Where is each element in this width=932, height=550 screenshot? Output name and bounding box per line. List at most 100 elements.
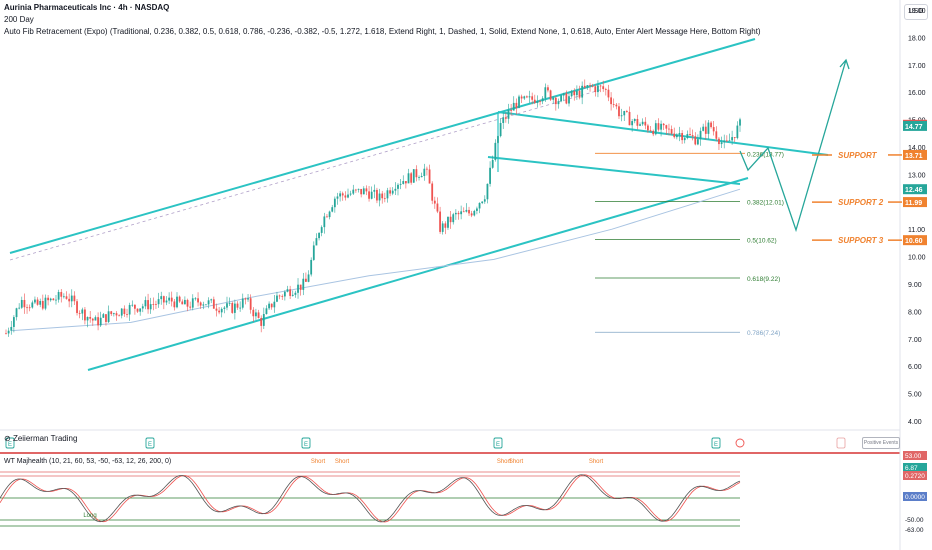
candle-body: [18, 307, 21, 309]
candle-body: [289, 289, 292, 296]
candle-body: [123, 308, 126, 315]
candle-body: [554, 97, 557, 105]
candle-body: [97, 317, 99, 326]
osc-axis-label: 6.87: [905, 465, 918, 472]
candle-body: [641, 121, 644, 125]
price-chart[interactable]: 19.0018.0017.0016.0015.0014.0013.0012.00…: [0, 0, 932, 450]
osc-axis-label: -63.00: [905, 527, 924, 534]
candle-body: [62, 296, 65, 298]
candle-body: [620, 115, 623, 117]
candle-body: [91, 318, 94, 321]
osc-axis-badge: [903, 492, 927, 501]
candle-body: [270, 303, 273, 308]
candle-body: [497, 136, 499, 143]
candle-body: [57, 292, 60, 300]
candle-body: [704, 126, 707, 134]
y-tick-label: 5.00: [908, 392, 922, 399]
candle-body: [615, 104, 618, 107]
candle-body: [515, 102, 518, 108]
earnings-marker-icon: [493, 437, 503, 449]
candle-body: [578, 90, 581, 98]
candle-body: [65, 296, 68, 299]
candle-body: [399, 183, 402, 185]
candle-body: [702, 126, 705, 131]
candle-body: [426, 168, 428, 170]
candle-body: [665, 125, 668, 129]
candle-body: [41, 301, 44, 309]
support-label: SUPPORT 3: [838, 236, 884, 245]
candle-body: [310, 259, 313, 275]
candle-body: [328, 211, 331, 218]
candle-body: [136, 308, 139, 312]
candle-body: [599, 85, 602, 87]
candle-body: [368, 191, 370, 199]
earnings-marker-icon: [145, 437, 155, 449]
candle-body: [223, 307, 226, 309]
candle-body: [707, 122, 710, 134]
candle-body: [412, 169, 415, 183]
candle-body: [299, 284, 302, 290]
candle-body: [233, 303, 236, 313]
y-tick-label: 8.00: [908, 309, 922, 316]
candle-body: [7, 330, 10, 334]
price-badge-label: 10.60: [905, 238, 923, 245]
indicator-fib-label[interactable]: Auto Fib Retracement (Expo) (Traditional…: [4, 27, 761, 36]
candle-body: [360, 188, 363, 195]
candle-body: [273, 301, 276, 308]
projection-path: [739, 59, 847, 233]
candle-body: [81, 309, 84, 314]
candle-body: [110, 311, 113, 315]
candle-body: [499, 122, 502, 137]
candle-body: [241, 298, 244, 308]
candle-body: [23, 299, 26, 308]
y-tick-label: 19.00: [908, 8, 926, 15]
candle-body: [94, 317, 97, 321]
candle-body: [191, 298, 194, 308]
candle-body: [341, 193, 344, 196]
osc-signal-label: Short: [509, 459, 524, 465]
candle-body: [128, 305, 131, 315]
candle-body: [639, 124, 641, 126]
candle-body: [460, 211, 463, 215]
currency-button[interactable]: USD: [904, 4, 928, 20]
candle-body: [502, 117, 505, 123]
candle-body: [189, 306, 192, 308]
candle-body: [444, 223, 447, 228]
candle-body: [320, 227, 323, 233]
candle-body: [710, 122, 712, 128]
candle-body: [115, 313, 118, 316]
fib-level-label: 0.618(9.22): [747, 276, 780, 283]
candle-body: [349, 193, 352, 195]
candle-body: [141, 306, 144, 309]
y-tick-label: 18.00: [908, 35, 926, 42]
y-tick-label: 11.00: [908, 227, 925, 234]
candle-body: [197, 298, 199, 303]
candle-body: [257, 312, 260, 318]
price-badge-label: 14.77: [905, 124, 923, 131]
candle-body: [291, 294, 294, 296]
candle-body: [126, 314, 128, 315]
fib-trendline: [9, 89, 601, 261]
candle-body: [168, 297, 171, 301]
candle-body: [660, 123, 662, 130]
osc-axis-badge: [903, 451, 927, 460]
candle-body: [523, 96, 526, 99]
osc-signal-label: Long: [83, 513, 96, 519]
candle-body: [178, 296, 181, 302]
candle-body: [365, 188, 368, 192]
candle-body: [733, 137, 736, 139]
candle-body: [633, 118, 636, 122]
candle-body: [307, 274, 310, 282]
candle-body: [581, 85, 584, 98]
earnings-marker-icon: [711, 437, 721, 449]
candle-body: [441, 223, 444, 232]
indicator-sma-label[interactable]: 200 Day: [4, 15, 34, 24]
candle-body: [468, 209, 470, 214]
candle-body: [536, 101, 539, 103]
positive-events-button[interactable]: Positive Events: [862, 437, 900, 449]
price-badge: [903, 197, 927, 208]
candle-body: [186, 299, 189, 307]
candle-body: [286, 289, 289, 292]
candle-body: [378, 193, 381, 201]
